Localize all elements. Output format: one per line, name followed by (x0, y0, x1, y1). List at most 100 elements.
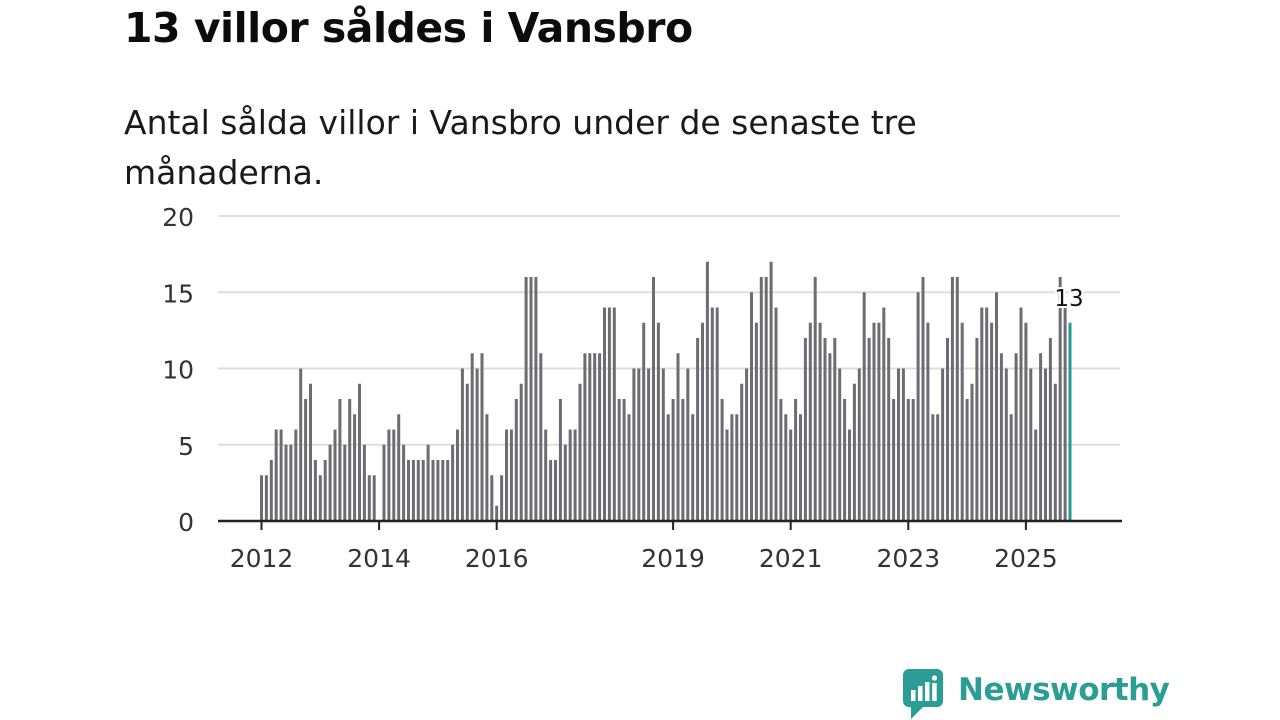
bar (921, 277, 925, 521)
bar (1063, 307, 1067, 521)
bar (475, 368, 479, 521)
bar (509, 429, 513, 521)
bar (480, 353, 484, 521)
bar (970, 383, 974, 521)
bar (500, 475, 504, 521)
bar (1014, 353, 1018, 521)
bar (627, 414, 631, 521)
bar (1044, 368, 1047, 521)
grid-lines (218, 215, 1120, 446)
bar (617, 399, 621, 521)
bar (725, 429, 729, 521)
bar (460, 368, 464, 521)
bar (995, 292, 998, 521)
x-tick-label: 2012 (230, 544, 294, 573)
bar (358, 383, 361, 521)
bar (759, 277, 763, 521)
bar (353, 414, 357, 521)
bar (735, 414, 739, 521)
chart-subtitle: Antal sålda villor i Vansbro under de se… (124, 103, 917, 192)
bar (343, 444, 347, 521)
bar (671, 399, 675, 521)
bar (799, 414, 802, 521)
bar (529, 277, 533, 521)
bars (260, 261, 1072, 521)
bar (1053, 383, 1057, 521)
bar (583, 353, 587, 521)
bar-chart: 0 5 10 15 20 2012 2014 2016 2019 2021 2023 2025 13 (162, 203, 1122, 573)
bar (686, 368, 690, 521)
bar (505, 429, 508, 521)
bar (715, 307, 719, 521)
bar (485, 414, 489, 521)
bar (348, 399, 352, 521)
bar (274, 429, 278, 521)
bar (1024, 322, 1028, 521)
bar (656, 322, 660, 521)
bar (789, 429, 793, 521)
bar (745, 368, 749, 521)
bar (901, 368, 905, 521)
bar (730, 414, 734, 521)
bar (740, 383, 744, 521)
bar (769, 261, 773, 521)
bar (568, 429, 572, 521)
bar (882, 307, 886, 521)
bar (931, 414, 935, 521)
bar (563, 444, 567, 521)
bar (1034, 429, 1038, 521)
bar (313, 460, 317, 521)
bar (843, 399, 847, 521)
bar (367, 475, 371, 521)
bar (803, 338, 807, 521)
bar (892, 399, 896, 521)
bar (593, 353, 597, 521)
bar (975, 338, 979, 521)
bar (950, 277, 954, 521)
x-tick-label: 2021 (759, 544, 823, 573)
bar (946, 338, 949, 521)
bar (1009, 414, 1013, 521)
bar (519, 383, 523, 521)
y-tick-label: 15 (162, 279, 194, 308)
bar (407, 460, 410, 521)
highlight-value-label: 13 (1054, 286, 1083, 312)
bar (750, 292, 753, 521)
x-tick-label: 2019 (641, 544, 705, 573)
bar (887, 338, 891, 521)
bar (808, 322, 812, 521)
bar (955, 277, 959, 521)
bar (446, 460, 450, 521)
bar (534, 277, 538, 521)
bar (941, 368, 945, 521)
bar (632, 368, 636, 521)
bar (304, 399, 308, 521)
bar (784, 414, 788, 521)
bar (1058, 277, 1062, 521)
bar (710, 307, 714, 521)
bar (269, 460, 273, 521)
bar (362, 444, 366, 521)
bar (588, 353, 592, 521)
bar (990, 322, 994, 521)
bar (676, 353, 680, 521)
bar (318, 475, 322, 521)
bar (441, 460, 445, 521)
bar (705, 261, 709, 521)
bar (877, 322, 881, 521)
y-tick-label: 0 (178, 508, 194, 537)
bar (612, 307, 616, 521)
bar (813, 277, 817, 521)
bar (421, 460, 425, 521)
y-tick-label: 5 (178, 432, 194, 461)
bar (999, 353, 1003, 521)
y-tick-label: 10 (162, 356, 194, 385)
bar (578, 383, 582, 521)
bar (603, 307, 606, 521)
bar (299, 368, 303, 521)
x-tick-label: 2016 (465, 544, 529, 573)
bar (470, 353, 474, 521)
bar (872, 322, 876, 521)
bar (980, 307, 984, 521)
